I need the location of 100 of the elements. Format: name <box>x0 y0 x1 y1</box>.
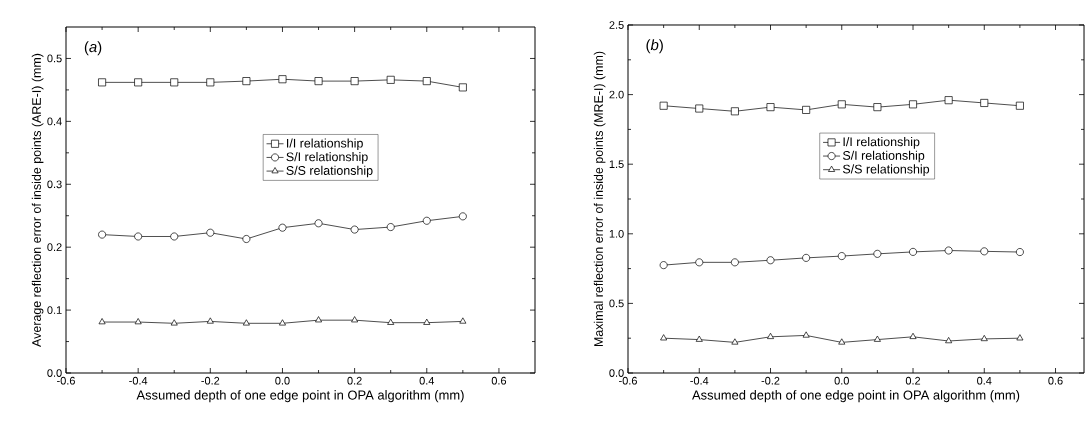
point <box>767 332 774 339</box>
y-tick-label: 0.0 <box>609 369 624 377</box>
point <box>980 99 989 107</box>
point <box>659 261 668 270</box>
point <box>730 107 739 116</box>
legend-label: I/I relationship <box>287 138 363 151</box>
point <box>314 77 323 86</box>
point <box>766 103 775 112</box>
point <box>351 316 359 323</box>
point <box>170 232 179 241</box>
x-tick-label: 0.2 <box>347 376 362 385</box>
y-tick-label: 0.5 <box>609 299 624 308</box>
y-tick-label: 0.5 <box>47 54 62 63</box>
legend-label: I/I relationship <box>843 137 920 149</box>
point <box>386 75 395 84</box>
point <box>802 105 811 114</box>
point <box>837 252 846 261</box>
point <box>206 228 215 237</box>
point <box>242 77 251 86</box>
point <box>170 319 178 326</box>
point <box>909 247 917 256</box>
y-tick-label: 0.2 <box>47 243 62 252</box>
legend-label: S/I relationship <box>286 152 368 164</box>
x-tick-label: 0.6 <box>1048 376 1063 385</box>
point <box>134 232 143 241</box>
point <box>1015 248 1024 256</box>
legend-label: S/S relationship <box>286 165 373 178</box>
point <box>1015 101 1024 110</box>
point <box>944 246 953 255</box>
point <box>802 331 810 338</box>
x-axis-title: Assumed depth of one edge point in OPA algorithm (mm) <box>136 390 464 403</box>
y-tick-label: 2.0 <box>609 90 624 99</box>
point <box>459 317 467 324</box>
point <box>730 258 739 267</box>
y-tick-label: 0.3 <box>47 180 62 189</box>
y-tick-label: 2.5 <box>609 21 624 29</box>
point <box>980 247 989 256</box>
annotation: (a) <box>84 41 102 56</box>
point <box>350 225 359 234</box>
point <box>458 212 467 221</box>
point <box>350 77 359 86</box>
y-tick-label: 0.1 <box>47 306 62 314</box>
y-axis-title: Average reflection error of inside points (ARE-I) (mm) <box>31 53 44 347</box>
point <box>980 334 988 342</box>
point <box>695 258 704 267</box>
x-tick-label: 0.4 <box>419 376 435 385</box>
y-tick-label: 0.4 <box>47 117 62 126</box>
point <box>802 253 811 262</box>
point <box>170 78 179 87</box>
x-tick-label: -0.4 <box>690 376 709 385</box>
x-tick-label: 0.6 <box>491 376 507 385</box>
x-tick-label: -0.4 <box>129 376 148 385</box>
point <box>98 318 106 325</box>
x-tick-label: -0.2 <box>201 376 220 385</box>
point <box>423 318 431 325</box>
point <box>660 334 668 341</box>
point <box>242 235 251 243</box>
point <box>838 338 846 345</box>
point <box>278 75 287 84</box>
point <box>873 335 881 342</box>
annotation: (b) <box>646 39 663 54</box>
point <box>98 78 107 87</box>
point <box>458 83 467 92</box>
point <box>206 317 214 324</box>
point <box>387 318 395 325</box>
x-tick-label: 0.0 <box>275 376 290 385</box>
point <box>659 101 668 110</box>
legend-label: S/I relationship <box>842 150 925 163</box>
point <box>695 335 703 342</box>
point <box>134 78 143 87</box>
point <box>315 316 323 323</box>
point <box>909 100 917 109</box>
point <box>242 319 250 326</box>
y-tick-label: 0.0 <box>47 369 62 377</box>
point <box>134 318 142 325</box>
point <box>909 332 917 339</box>
x-tick-label: 0.0 <box>834 376 849 385</box>
x-tick-label: -0.6 <box>57 376 75 385</box>
point <box>386 223 395 231</box>
point <box>695 104 704 113</box>
point <box>944 96 953 105</box>
point <box>98 230 107 239</box>
point <box>422 77 431 86</box>
y-tick-label: 1.0 <box>609 229 624 238</box>
point <box>1016 334 1024 341</box>
y-tick-label: 1.5 <box>609 160 624 169</box>
point <box>422 216 431 225</box>
x-axis-title: Assumed depth of one edge point in OPA algorithm (mm) <box>692 390 1020 403</box>
point <box>314 219 323 228</box>
point <box>945 337 953 344</box>
point <box>731 338 739 345</box>
x-tick-label: -0.2 <box>761 376 780 385</box>
point <box>873 103 882 112</box>
point <box>278 223 287 232</box>
point <box>766 256 775 265</box>
y-axis-title: Maximal reflection error of inside points (MRE-I) (mm) <box>593 51 606 347</box>
point <box>837 100 846 109</box>
point <box>873 249 882 258</box>
x-tick-label: -0.6 <box>619 376 637 385</box>
x-tick-label: 0.2 <box>905 376 921 385</box>
